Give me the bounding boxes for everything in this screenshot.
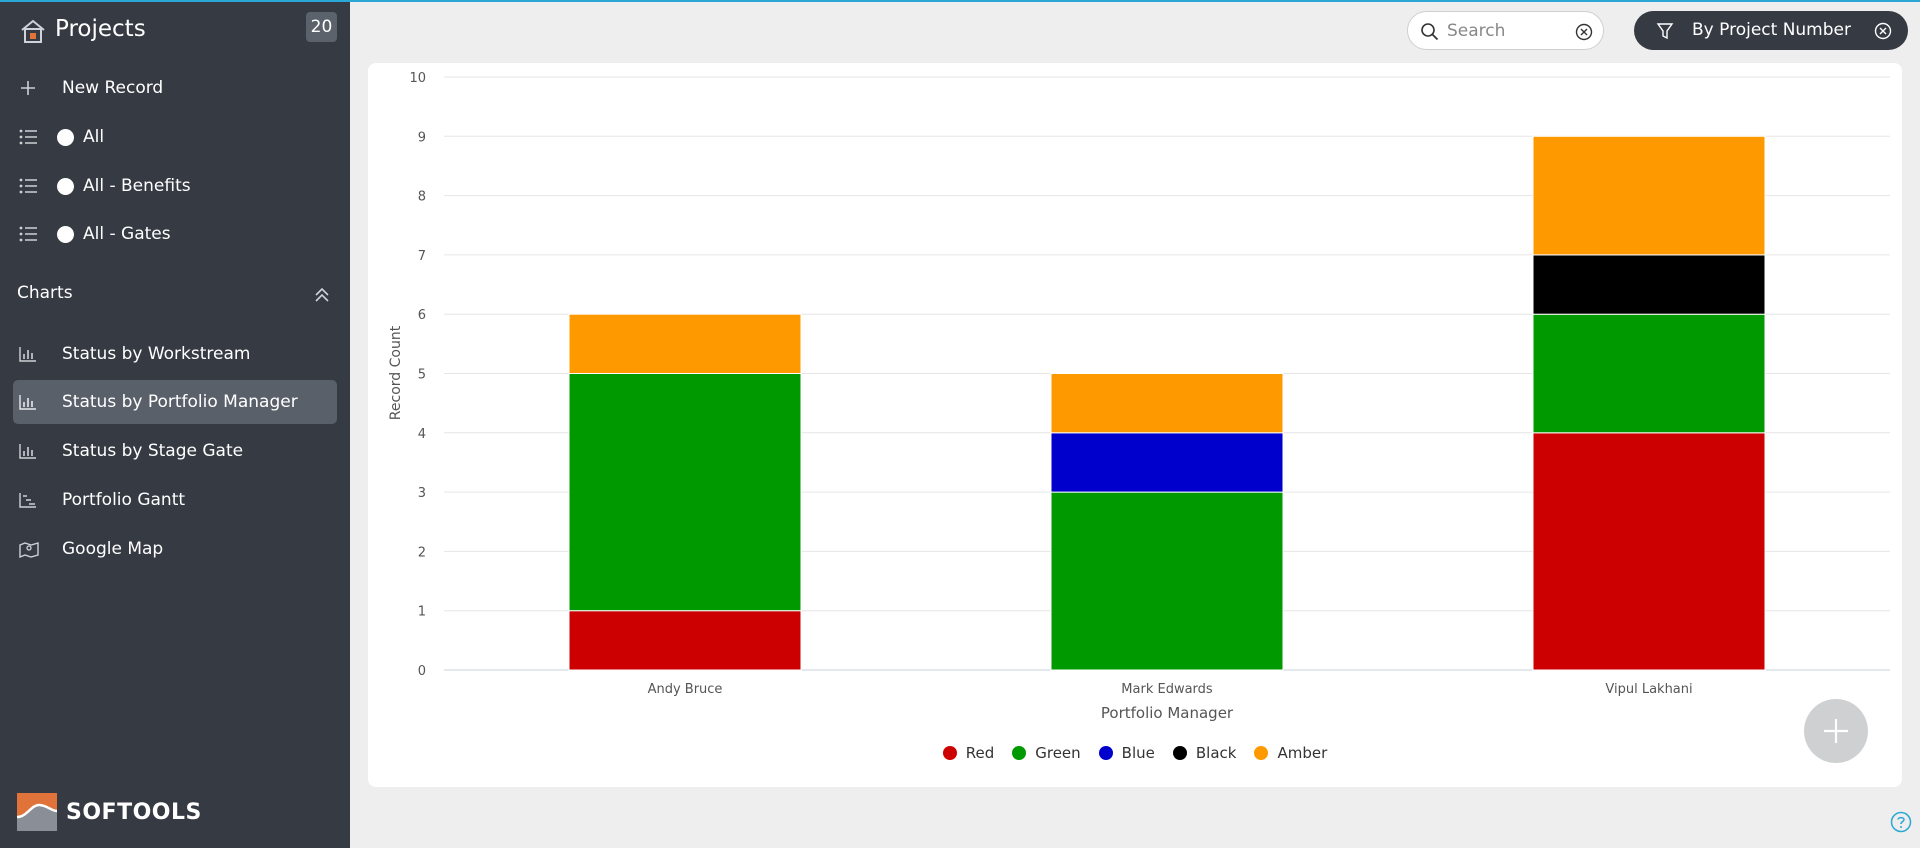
y-tick-label: 8 <box>418 190 426 205</box>
bar-chart-icon <box>19 344 47 364</box>
list-icon <box>19 127 47 147</box>
legend-label: Blue <box>1121 744 1155 762</box>
top-accent-line <box>0 0 1920 2</box>
y-tick-label: 7 <box>418 249 426 264</box>
app-title: Projects <box>55 16 146 42</box>
filter-label: By Project Number <box>1692 20 1851 40</box>
list-icon <box>19 224 47 244</box>
bar-segment-red[interactable] <box>568 610 802 671</box>
sidebar: Projects 20 New Record All All - Benefit… <box>0 0 350 848</box>
search-input[interactable] <box>1447 19 1567 43</box>
legend-swatch <box>1098 746 1113 760</box>
chart-card: 0 1 2 3 4 5 6 7 8 9 10 Andy Bruce Mark Edwards Vipul… <box>368 63 1902 787</box>
y-tick-label: 4 <box>418 427 426 442</box>
chart-bars <box>568 135 1766 671</box>
sidebar-item-label: Status by Workstream <box>62 344 251 364</box>
x-axis-ticks: Andy Bruce Mark Edwards Vipul Lakhani <box>648 682 1693 697</box>
bar-segment-red[interactable] <box>1532 432 1766 671</box>
new-record-label: New Record <box>62 78 164 98</box>
add-record-fab[interactable] <box>1804 699 1868 763</box>
sidebar-item-label: All <box>83 127 105 147</box>
sidebar-item-all-gates[interactable]: All - Gates <box>13 212 337 256</box>
sidebar-item-label: Status by Portfolio Manager <box>62 392 298 412</box>
gantt-chart-icon <box>19 490 47 510</box>
y-tick-label: 5 <box>418 368 426 383</box>
view-radio[interactable] <box>57 128 74 146</box>
sidebar-item-status-by-workstream[interactable]: Status by Workstream <box>13 332 337 376</box>
sidebar-item-status-by-stage-gate[interactable]: Status by Stage Gate <box>13 429 337 473</box>
sidebar-item-label: All - Benefits <box>83 176 191 196</box>
legend-swatch <box>1254 746 1269 760</box>
bar-segment-green[interactable] <box>1532 313 1766 434</box>
x-axis-label: Portfolio Manager <box>1101 704 1234 722</box>
sidebar-item-status-by-portfolio-manager[interactable]: Status by Portfolio Manager <box>13 380 337 424</box>
sidebar-item-all[interactable]: All <box>13 115 337 159</box>
filter-chip[interactable]: By Project Number <box>1634 11 1908 50</box>
legend-item-red[interactable]: Red <box>942 744 995 762</box>
plus-icon <box>19 78 47 98</box>
y-axis-label: Record Count <box>388 325 404 420</box>
legend-swatch <box>1012 746 1027 760</box>
bar-segment-amber[interactable] <box>1532 135 1766 256</box>
logo-text: SOFTOOLS <box>66 799 202 825</box>
bar-segment-amber[interactable] <box>1050 373 1284 434</box>
sidebar-header: Projects 20 <box>0 0 350 60</box>
softools-logo-icon <box>17 793 57 831</box>
y-tick-label: 3 <box>418 486 426 501</box>
x-tick-label: Andy Bruce <box>648 682 723 697</box>
legend-swatch <box>942 746 957 760</box>
chevron-up-double-icon[interactable] <box>313 286 331 304</box>
softools-logo: SOFTOOLS <box>17 793 202 831</box>
bar-segment-green[interactable] <box>568 373 802 612</box>
legend-label: Red <box>965 744 995 762</box>
clear-filter-icon[interactable] <box>1874 22 1892 40</box>
help-icon[interactable] <box>1890 811 1912 833</box>
y-tick-label: 2 <box>418 545 426 560</box>
x-tick-label: Vipul Lakhani <box>1605 682 1692 697</box>
sidebar-item-label: All - Gates <box>83 224 171 244</box>
bar-segment-green[interactable] <box>1050 491 1284 671</box>
bar-chart-icon <box>19 392 47 412</box>
map-icon <box>19 539 47 559</box>
plus-icon <box>1824 719 1848 743</box>
stacked-bar-chart: 0 1 2 3 4 5 6 7 8 9 10 Andy Bruce Mark Edwards Vipul… <box>388 71 1890 722</box>
legend-item-amber[interactable]: Amber <box>1254 744 1327 762</box>
sidebar-item-label: Status by Stage Gate <box>62 441 244 461</box>
sidebar-item-all-benefits[interactable]: All - Benefits <box>13 164 337 208</box>
bar-segment-black[interactable] <box>1532 254 1766 315</box>
sidebar-item-portfolio-gantt[interactable]: Portfolio Gantt <box>13 478 337 522</box>
list-icon <box>19 176 47 196</box>
home-icon[interactable] <box>19 17 47 45</box>
new-record-button[interactable]: New Record <box>13 66 337 110</box>
sidebar-item-label: Google Map <box>62 539 164 559</box>
filter-icon <box>1656 23 1674 40</box>
legend-item-black[interactable]: Black <box>1172 744 1237 762</box>
bar-segment-blue[interactable] <box>1050 432 1284 493</box>
record-count-badge: 20 <box>306 12 337 42</box>
x-tick-label: Mark Edwards <box>1121 682 1213 697</box>
y-tick-label: 10 <box>409 71 426 86</box>
search-icon <box>1421 23 1439 41</box>
view-radio[interactable] <box>57 177 74 195</box>
legend-item-blue[interactable]: Blue <box>1098 744 1155 762</box>
bar-segment-amber[interactable] <box>568 313 802 374</box>
y-tick-label: 9 <box>418 130 426 145</box>
chart-legend: Red Green Blue Black Amber <box>368 744 1902 762</box>
bar-chart-icon <box>19 441 47 461</box>
y-tick-label: 6 <box>418 308 426 323</box>
sidebar-item-google-map[interactable]: Google Map <box>13 527 337 571</box>
charts-section-title: Charts <box>17 283 73 303</box>
y-tick-label: 1 <box>418 605 426 620</box>
clear-search-icon[interactable] <box>1575 23 1593 41</box>
legend-label: Black <box>1195 744 1237 762</box>
search-box <box>1407 11 1604 50</box>
legend-swatch <box>1172 746 1187 760</box>
legend-item-green[interactable]: Green <box>1012 744 1081 762</box>
legend-label: Green <box>1035 744 1081 762</box>
y-axis-ticks: 0 1 2 3 4 5 6 7 8 9 10 <box>409 71 426 679</box>
y-tick-label: 0 <box>418 664 426 679</box>
legend-label: Amber <box>1277 744 1328 762</box>
view-radio[interactable] <box>57 225 74 243</box>
sidebar-item-label: Portfolio Gantt <box>62 490 186 510</box>
